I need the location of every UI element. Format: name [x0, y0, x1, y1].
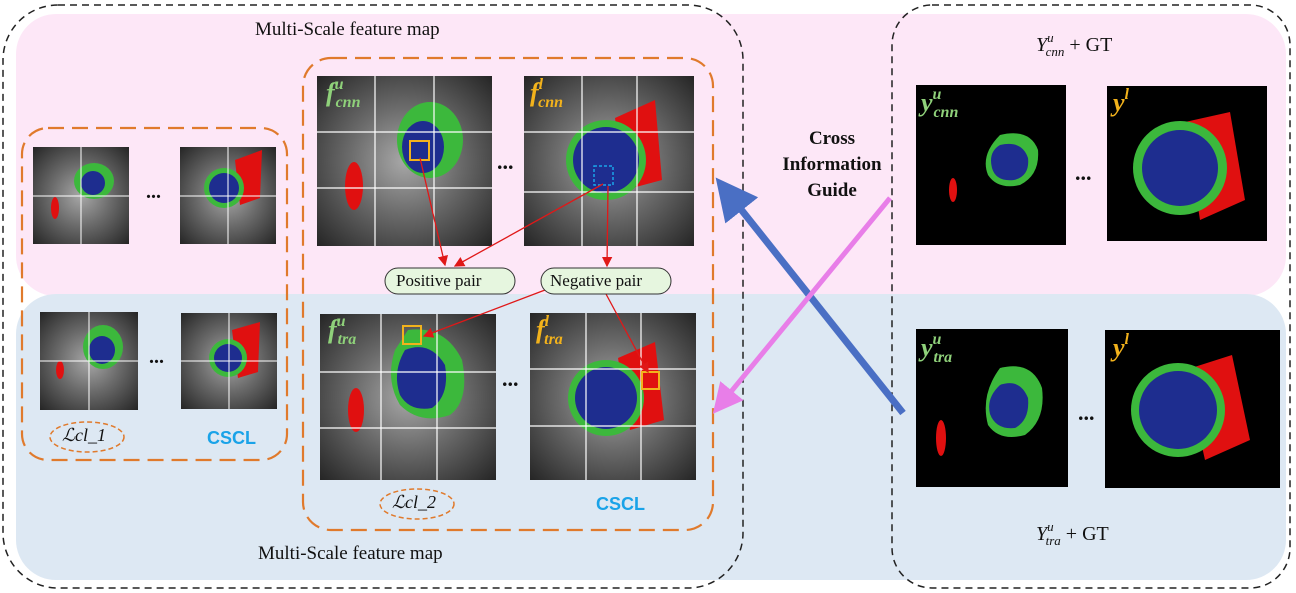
- mri-thumb-4: [181, 313, 277, 409]
- mri-thumb-3: [40, 312, 138, 410]
- label-base: y: [1113, 88, 1125, 117]
- positive-pair-label: Positive pair: [396, 271, 482, 290]
- negative-pair-box: [540, 267, 672, 295]
- label-base: f: [536, 315, 545, 344]
- negative-pair-label: Negative pair: [550, 271, 643, 290]
- label-f-tra-l: fltra: [536, 313, 563, 348]
- loss-ellipse-middle: [379, 488, 455, 520]
- label-sub: tra: [933, 349, 953, 366]
- feature-map-cnn-unlabeled: [317, 76, 492, 246]
- label-sub: cnn: [933, 104, 959, 121]
- label-base: Y: [1036, 34, 1048, 56]
- contrastive-arrows: [419, 157, 649, 374]
- guide-line-2: Information: [782, 154, 882, 175]
- label-sup: u: [1047, 30, 1054, 45]
- loss-label-middle: ℒcl_2: [392, 492, 436, 512]
- label-sup: u: [334, 76, 344, 93]
- label-sup: u: [932, 331, 942, 348]
- label-base: y: [1113, 333, 1125, 362]
- label-suffix: + GT: [1065, 523, 1109, 545]
- label-sup: l: [544, 313, 550, 330]
- prediction-labeled-top: [1107, 86, 1267, 241]
- label-base: y: [921, 88, 933, 117]
- label-f-cnn-u: fucnn: [326, 76, 361, 111]
- ellipsis-middle-bottom: ...: [502, 366, 519, 391]
- ellipsis-right-top: ...: [1075, 160, 1092, 185]
- right-container: [891, 4, 1291, 589]
- label-base: f: [326, 78, 335, 107]
- label-base: f: [530, 78, 539, 107]
- label-y-l-bottom: yl: [1113, 331, 1129, 363]
- label-sub: tra: [1045, 533, 1061, 548]
- ellipsis-left-top: ...: [146, 181, 161, 203]
- label-y-tra-u: yutra: [921, 331, 953, 366]
- loss-ellipse-left: [49, 421, 125, 453]
- label-sup: l: [538, 76, 544, 93]
- prediction-tra-unlabeled: [916, 329, 1068, 487]
- label-sub: tra: [544, 331, 563, 348]
- label-y-l-top: yl: [1113, 86, 1129, 118]
- label-sup: l: [1124, 86, 1129, 103]
- prediction-cnn-unlabeled: [916, 85, 1066, 245]
- guide-arrow-blue: [715, 177, 906, 416]
- positive-pair-box: [384, 267, 516, 295]
- label-sup: u: [932, 86, 942, 103]
- gt-label-bottom: Yutra + GT: [1036, 519, 1109, 548]
- label-base: f: [328, 315, 337, 344]
- prediction-labeled-bottom: [1105, 330, 1280, 488]
- feature-map-tra-unlabeled: [320, 314, 496, 480]
- left-container: [2, 4, 744, 589]
- label-sup: l: [1124, 331, 1129, 348]
- left-feature-group: [20, 126, 289, 462]
- label-base: y: [921, 333, 933, 362]
- top-feature-map-title: Multi-Scale feature map: [255, 19, 440, 40]
- guide-line-1: Cross: [808, 128, 856, 149]
- guide-line-3: Guide: [807, 180, 857, 201]
- label-sub: cnn: [335, 94, 361, 111]
- mri-thumb-2: [180, 147, 276, 244]
- cscl-label-middle: CSCL: [596, 494, 645, 514]
- label-sub: tra: [337, 331, 357, 348]
- gt-label-top: Yucnn + GT: [1036, 30, 1113, 59]
- loss-label-left: ℒcl_1: [62, 425, 106, 445]
- label-f-cnn-l: flcnn: [530, 76, 564, 111]
- label-f-tra-u: futra: [328, 313, 357, 348]
- ellipsis-right-bottom: ...: [1078, 400, 1095, 425]
- feature-map-tra-labeled: [530, 313, 696, 480]
- ellipsis-left-bottom: ...: [149, 346, 164, 368]
- label-sub: cnn: [1045, 44, 1065, 59]
- ellipsis-middle-top: ...: [497, 149, 514, 174]
- cross-information-guide-label: Cross Information Guide: [776, 126, 888, 204]
- label-suffix: + GT: [1069, 34, 1113, 56]
- cscl-label-left: CSCL: [207, 428, 256, 448]
- label-base: Y: [1036, 523, 1048, 545]
- label-sup: u: [336, 313, 346, 330]
- label-y-cnn-u: yucnn: [921, 86, 959, 121]
- guide-arrow-pink: [712, 196, 892, 414]
- label-sup: u: [1047, 519, 1054, 534]
- middle-feature-group: [301, 56, 715, 532]
- bottom-feature-map-title: Multi-Scale feature map: [258, 543, 443, 564]
- label-sub: cnn: [538, 94, 564, 111]
- feature-map-cnn-labeled: [524, 76, 694, 246]
- mri-thumb-1: [33, 147, 129, 244]
